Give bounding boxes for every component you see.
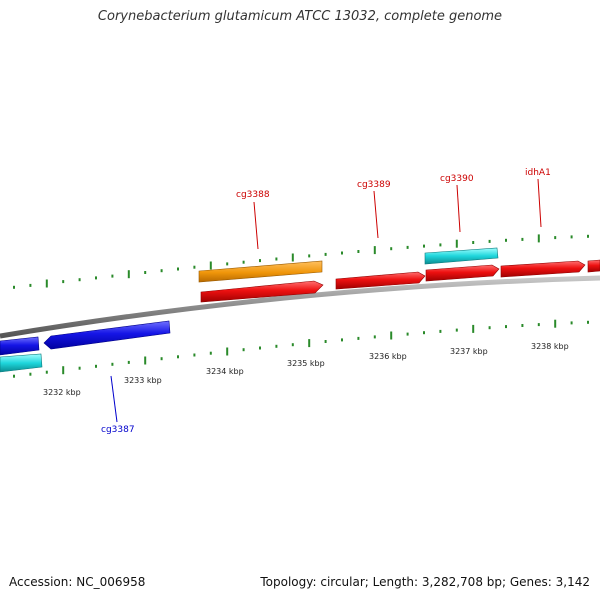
gene-label-idhA1[interactable]: idhA1 [525,168,551,178]
gene-label-leaders [110,178,542,423]
gene-previous-reverse[interactable] [0,336,40,356]
gene-labels: cg3388 cg3389 cg3390 idhA1 cg3387 [101,168,551,435]
outer-tick-marks [13,234,589,289]
gene-label-cg3387[interactable]: cg3387 [101,425,135,435]
genome-backbone [0,275,600,339]
gene-label-cg3389[interactable]: cg3389 [357,180,391,190]
kbp-label: 3235 kbp [287,359,325,368]
forward-strand-genes [198,247,600,303]
gene-cg3390[interactable] [425,264,500,282]
leader-idhA1 [537,178,542,228]
gene-cg3387[interactable] [43,320,171,350]
kbp-scale-labels: 3232 kbp 3233 kbp 3234 kbp 3235 kbp 3236… [43,342,569,397]
gene-label-cg3388[interactable]: cg3388 [236,190,270,200]
kbp-label: 3234 kbp [206,367,244,376]
leader-cg3390 [456,184,461,233]
gene-cg3388[interactable] [200,280,324,303]
leader-cg3389 [373,190,379,239]
kbp-label: 3236 kbp [369,352,407,361]
map-title: Corynebacterium glutamicum ATCC 13032, c… [97,9,503,24]
gene-label-cg3390[interactable]: cg3390 [440,174,474,184]
gene-idhA1[interactable] [500,260,586,278]
gene-next-forward[interactable] [587,259,600,273]
gene-cg3388-orange[interactable] [198,260,323,283]
leader-cg3388 [253,201,259,250]
gene-cg3389[interactable] [335,271,426,290]
inner-tick-marks [13,319,589,378]
accession-text: Accession: NC_006958 [9,575,146,589]
gene-cg3390-cyan[interactable] [424,247,499,265]
kbp-label: 3238 kbp [531,342,569,351]
genome-summary-text: Topology: circular; Length: 3,282,708 bp… [260,575,590,589]
leader-cg3387 [110,375,118,423]
kbp-label: 3237 kbp [450,347,488,356]
gene-previous-reverse-cyan[interactable] [0,353,43,373]
reverse-strand-genes [0,320,171,373]
kbp-label: 3233 kbp [124,376,162,385]
kbp-label: 3232 kbp [43,388,81,397]
